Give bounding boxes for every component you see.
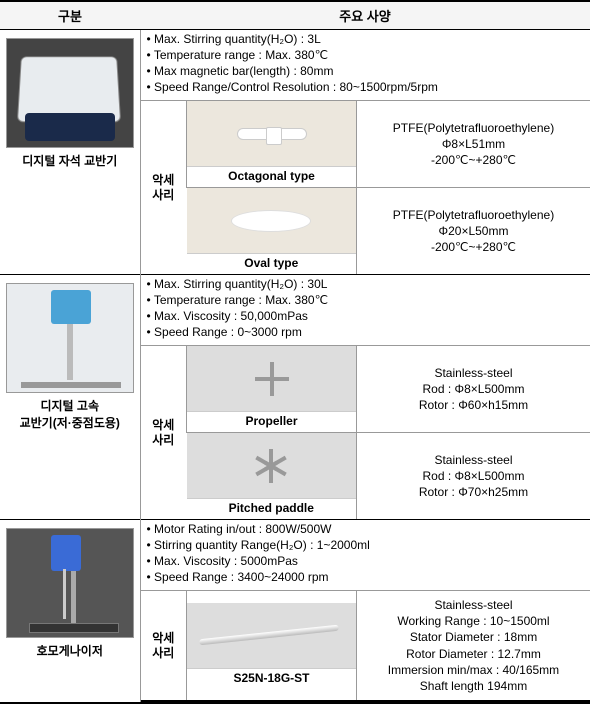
equipment-photo — [6, 283, 134, 393]
accessory-image-cell: S25N-18G-ST — [187, 591, 357, 702]
spec-list: Max. Stirring quantity(H₂O) : 30L Tempera… — [147, 277, 590, 339]
equipment-cell: 디지털 고속교반기(저·중점도용) — [0, 275, 140, 520]
accessory-image-cell: Pitched paddle — [187, 433, 357, 520]
spec-item: Stirring quantity Range(H₂O) : 1~2000ml — [147, 538, 590, 552]
spec-cell: Max. Stirring quantity(H₂O) : 3L Temperat… — [140, 30, 590, 275]
spec-item: Max. Viscosity : 5000mPas — [147, 554, 590, 568]
equipment-name: 디지털 자석 교반기 — [4, 150, 136, 175]
accessory-table: 악세사리Octagonal typePTFE(Polytetrafluoroet… — [141, 100, 590, 274]
spec-item: Max. Stirring quantity(H₂O) : 30L — [147, 277, 590, 291]
equipment-spec-table: 구분 주요 사양 디지털 자석 교반기 Max. Stirring quantit… — [0, 0, 590, 704]
spec-list: Max. Stirring quantity(H₂O) : 3L Temperat… — [147, 32, 590, 94]
equipment-name: 디지털 고속교반기(저·중점도용) — [4, 395, 136, 437]
spec-item: Max. Stirring quantity(H₂O) : 3L — [147, 32, 590, 46]
accessory-table: 악세사리PropellerStainless-steelRod : Φ8×L50… — [141, 345, 590, 519]
accessory-caption: S25N-18G-ST — [187, 669, 356, 689]
accessory-desc: PTFE(Polytetrafluoroethylene)Φ20×L50mm-2… — [357, 188, 590, 275]
spec-list: Motor Rating in/out : 800W/500W Stirring … — [147, 522, 590, 584]
equipment-cell: 호모게나이저 — [0, 520, 140, 704]
spec-item: Max magnetic bar(length) : 80mm — [147, 64, 590, 78]
accessory-header: 악세사리 — [141, 101, 187, 275]
spec-item: Temperature range : Max. 380℃ — [147, 293, 590, 307]
header-col1: 구분 — [0, 1, 140, 30]
spec-item: Speed Range : 3400~24000 rpm — [147, 570, 590, 584]
spec-item: Temperature range : Max. 380℃ — [147, 48, 590, 62]
accessory-caption: Octagonal type — [187, 167, 356, 187]
accessory-caption: Propeller — [187, 412, 356, 432]
accessory-table: 악세사리S25N-18G-STStainless-steelWorking Ra… — [141, 590, 590, 702]
accessory-desc: Stainless-steelWorking Range : 10~1500ml… — [357, 591, 590, 702]
accessory-desc: Stainless-steelRod : Φ8×L500mmRotor : Φ6… — [357, 346, 590, 433]
equipment-photo — [6, 38, 134, 148]
spec-cell: Motor Rating in/out : 800W/500W Stirring … — [140, 520, 590, 704]
accessory-caption: Oval type — [187, 254, 357, 274]
equipment-name: 호모게나이저 — [4, 640, 136, 665]
spec-item: Speed Range : 0~3000 rpm — [147, 325, 590, 339]
spec-item: Speed Range/Control Resolution : 80~1500… — [147, 80, 590, 94]
accessory-desc: Stainless-steelRod : Φ8×L500mmRotor : Φ7… — [357, 433, 590, 520]
spec-item: Max. Viscosity : 50,000mPas — [147, 309, 590, 323]
accessory-image-cell: Octagonal type — [187, 101, 357, 188]
equipment-cell: 디지털 자석 교반기 — [0, 30, 140, 275]
header-col2: 주요 사양 — [140, 1, 590, 30]
accessory-image-cell: Oval type — [187, 188, 357, 275]
spec-item: Motor Rating in/out : 800W/500W — [147, 522, 590, 536]
spec-cell: Max. Stirring quantity(H₂O) : 30L Tempera… — [140, 275, 590, 520]
accessory-image-cell: Propeller — [187, 346, 357, 433]
accessory-desc: PTFE(Polytetrafluoroethylene)Φ8×L51mm-20… — [357, 101, 590, 188]
accessory-header: 악세사리 — [141, 346, 187, 520]
accessory-caption: Pitched paddle — [187, 499, 357, 519]
equipment-photo — [6, 528, 134, 638]
accessory-header: 악세사리 — [141, 591, 187, 702]
